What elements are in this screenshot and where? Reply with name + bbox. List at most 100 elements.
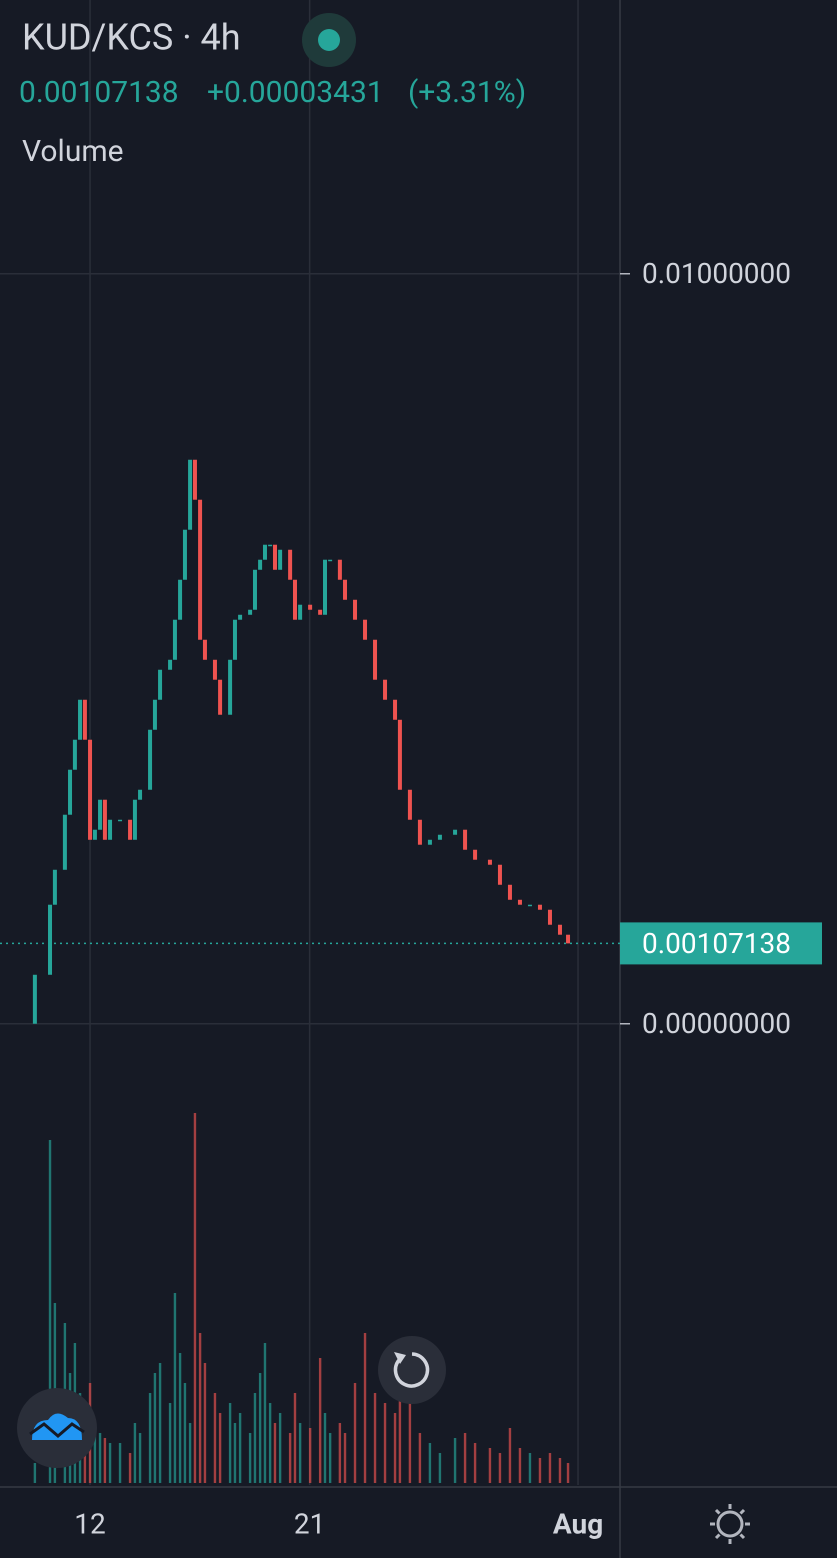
volume-bar <box>108 1443 112 1483</box>
volume-pane <box>33 1113 570 1483</box>
volume-bar <box>218 1413 222 1483</box>
volume-bar <box>393 1413 397 1483</box>
candle-body <box>272 544 277 570</box>
candle-body <box>52 869 57 905</box>
candle-body <box>566 934 571 944</box>
price-pane <box>32 459 571 1024</box>
candle-body <box>393 699 398 720</box>
volume-bar <box>258 1373 262 1483</box>
price-change-percent: (+3.31%) <box>408 75 526 110</box>
candle-body <box>527 904 532 907</box>
reset-button[interactable] <box>378 1336 446 1404</box>
volume-bar <box>138 1433 142 1483</box>
candle-body <box>437 834 442 840</box>
candle-body <box>343 579 348 600</box>
candle-body <box>62 814 67 870</box>
candle-body <box>278 549 283 570</box>
candle-body <box>397 719 402 790</box>
volume-bar <box>93 1423 97 1483</box>
volume-bar <box>263 1343 267 1483</box>
volume-bar <box>373 1393 377 1483</box>
candle-body <box>427 839 432 845</box>
volume-bar <box>453 1438 457 1483</box>
x-tick-label: 12 <box>74 1507 105 1540</box>
x-tick-label: 21 <box>294 1507 325 1540</box>
candle-body <box>178 579 183 620</box>
candle-body <box>292 579 297 620</box>
candle-body <box>288 549 293 580</box>
candle-body <box>48 904 53 975</box>
candle-body <box>108 819 113 840</box>
candle-body <box>118 819 123 822</box>
candle-body <box>188 459 193 530</box>
x-tick-label: Aug <box>553 1507 603 1540</box>
volume-bar <box>128 1453 132 1483</box>
volume-bar <box>308 1428 312 1483</box>
candle-body <box>212 659 217 680</box>
candle-body <box>228 659 233 715</box>
candle-body <box>537 904 542 910</box>
candle-body <box>72 739 77 770</box>
candle-body <box>258 559 263 570</box>
candle-body <box>318 609 323 615</box>
volume-bar <box>248 1433 252 1483</box>
volume-bar <box>438 1453 442 1483</box>
volume-bar <box>203 1363 207 1483</box>
volume-bar <box>153 1373 157 1483</box>
volume-bar <box>213 1393 217 1483</box>
candle-body <box>383 679 388 700</box>
candle-body <box>328 559 333 562</box>
volume-bar <box>323 1413 327 1483</box>
volume-bar <box>278 1413 282 1483</box>
candle-body <box>417 819 422 845</box>
volume-bar <box>33 1463 37 1483</box>
volume-bar <box>173 1293 177 1483</box>
candle-body <box>238 614 243 620</box>
candle-body <box>507 884 512 900</box>
y-tick-label: 0.01000000 <box>642 257 791 290</box>
volume-bar <box>408 1403 412 1483</box>
candle-body <box>547 909 552 925</box>
volume-bar <box>338 1423 342 1483</box>
candle-body <box>353 599 358 620</box>
candle-body <box>102 799 107 840</box>
candle-body <box>473 849 478 860</box>
candle-body <box>152 699 157 730</box>
candle-body <box>268 544 273 547</box>
candle-body <box>92 829 97 840</box>
volume-bar <box>193 1113 197 1483</box>
button-bg <box>378 1336 446 1404</box>
volume-bar <box>398 1373 402 1483</box>
candle-body <box>138 789 143 800</box>
candle-body <box>148 729 153 790</box>
volume-bar <box>293 1393 297 1483</box>
chart-type-button[interactable] <box>17 1388 97 1468</box>
volume-bar <box>318 1358 322 1483</box>
volume-bar <box>418 1433 422 1483</box>
volume-bar <box>268 1403 272 1483</box>
volume-bar <box>273 1423 277 1483</box>
candle-body <box>557 924 562 935</box>
volume-bar <box>363 1333 367 1483</box>
candle-body <box>262 544 267 560</box>
volume-label: Volume <box>22 134 124 169</box>
candle-body <box>298 604 303 620</box>
candle-body <box>128 819 133 840</box>
volume-bar <box>118 1443 122 1483</box>
volume-bar <box>168 1403 172 1483</box>
icon-arrow <box>394 1352 406 1364</box>
candle-body <box>453 829 458 835</box>
candle-body <box>32 974 37 1024</box>
candle-body <box>88 739 93 840</box>
y-tick-label: 0.00000000 <box>642 1007 791 1040</box>
candle-body <box>232 619 237 660</box>
settings-button[interactable] <box>710 1504 750 1544</box>
candle-body <box>373 639 378 680</box>
volume-bar <box>383 1403 387 1483</box>
volume-bar <box>528 1453 532 1483</box>
volume-bar <box>566 1463 570 1483</box>
candle-body <box>82 699 87 740</box>
